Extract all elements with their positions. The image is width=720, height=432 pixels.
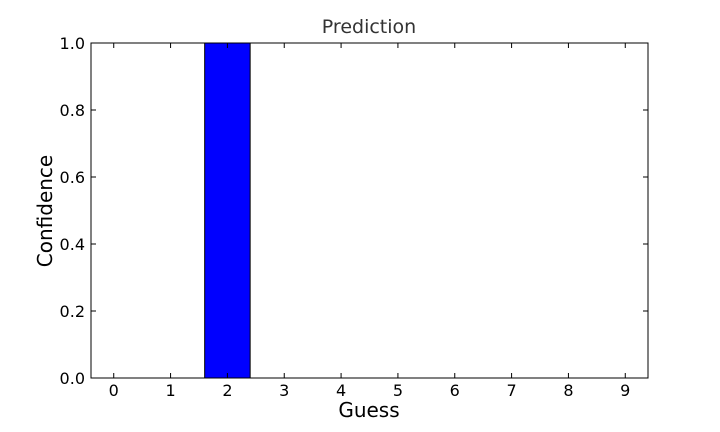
x-tick-label: 3	[279, 381, 289, 400]
x-axis-ticks: 0 1 2 3 4 5 6 7 8 9	[109, 43, 630, 400]
x-tick-label: 9	[620, 381, 630, 400]
x-tick-label: 8	[563, 381, 573, 400]
y-tick-label: 0.2	[60, 302, 85, 321]
y-tick-label: 0.0	[60, 369, 85, 388]
y-tick-label: 0.8	[60, 101, 85, 120]
y-tick-label: 1.0	[60, 34, 85, 53]
x-tick-label: 5	[393, 381, 403, 400]
bar-2	[204, 42, 251, 379]
x-tick-label: 0	[109, 381, 119, 400]
x-tick-label: 4	[336, 381, 346, 400]
x-tick-label: 6	[450, 381, 460, 400]
y-axis-label: Confidence	[33, 155, 57, 267]
y-tick-label: 0.4	[60, 235, 85, 254]
x-tick-label: 2	[222, 381, 232, 400]
y-axis-ticks: 0.0 0.2 0.4 0.6 0.8 1.0	[60, 34, 648, 388]
bars-group	[204, 42, 251, 379]
chart-title: Prediction	[322, 16, 416, 38]
x-tick-label: 7	[506, 381, 516, 400]
y-tick-label: 0.6	[60, 168, 85, 187]
x-axis-label: Guess	[338, 398, 399, 422]
x-tick-label: 1	[165, 381, 175, 400]
plot-frame	[90, 42, 649, 379]
